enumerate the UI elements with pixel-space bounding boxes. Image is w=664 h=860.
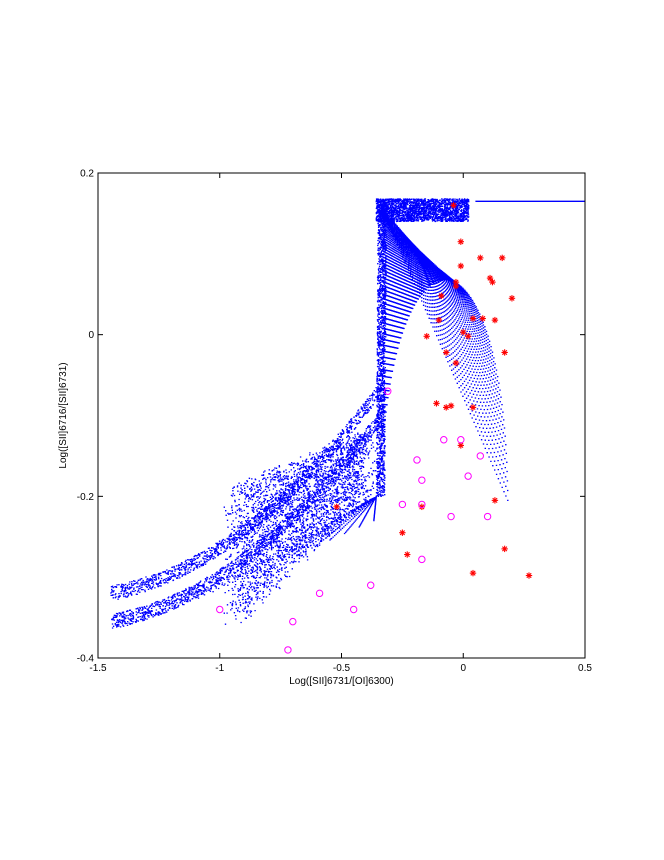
asterisk-marker (491, 316, 499, 324)
y-tick-label: 0 (88, 330, 94, 341)
asterisk-marker (433, 400, 440, 407)
asterisk-marker (491, 497, 499, 504)
y-tick-label: -0.4 (77, 654, 95, 665)
asterisk-marker (438, 292, 445, 300)
circle-marker (367, 581, 375, 589)
asterisk-marker (333, 503, 340, 511)
asterisk-marker (457, 238, 465, 245)
plot-frame (97, 172, 586, 659)
y-tick-label: 0.2 (80, 169, 94, 180)
x-axis-label: Log([SII]6731/[OI]6300) (289, 676, 394, 687)
x-tick-label: -0.5 (333, 663, 351, 674)
asterisk-marker (452, 359, 460, 367)
circle-marker (483, 512, 492, 521)
asterisk-marker (464, 333, 472, 340)
circle-marker (284, 646, 292, 654)
circle-marker (418, 500, 426, 509)
asterisk-marker (479, 315, 486, 322)
asterisk-marker (399, 529, 406, 536)
asterisk-marker (486, 274, 494, 282)
asterisk-marker (508, 295, 516, 302)
asterisk-marker (452, 282, 460, 290)
y-axis-label: Log([SII]6716/[SII]6731) (58, 362, 69, 468)
circle-marker (216, 605, 224, 614)
circle-marker (289, 617, 297, 626)
circle-marker (315, 589, 324, 598)
asterisk-marker (443, 349, 450, 356)
asterisk-marker (447, 402, 455, 409)
asterisk-marker (501, 545, 508, 553)
circle-marker (418, 555, 426, 564)
y-tick-label: -0.2 (77, 492, 95, 503)
circle-marker (476, 452, 484, 460)
circle-marker (447, 512, 455, 521)
circle-marker (349, 605, 358, 614)
asterisk-marker (450, 202, 457, 209)
x-tick-label: 0.5 (578, 663, 592, 674)
asterisk-marker (435, 316, 443, 324)
observation-markers (216, 202, 533, 654)
asterisk-marker (460, 329, 467, 336)
asterisk-marker (501, 349, 508, 356)
circle-marker (464, 472, 472, 480)
plot-axes (97, 172, 586, 659)
circle-marker (398, 500, 407, 509)
circle-marker (418, 476, 426, 484)
asterisk-marker (477, 254, 484, 262)
asterisk-marker (457, 262, 465, 270)
circle-marker (457, 436, 465, 444)
x-tick-label: 0 (460, 663, 466, 674)
circle-marker (440, 436, 448, 444)
asterisk-marker (489, 278, 496, 286)
asterisk-marker (499, 254, 506, 262)
asterisk-marker (469, 404, 477, 411)
asterisk-marker (469, 315, 477, 322)
asterisk-marker (404, 551, 411, 558)
circle-marker (413, 456, 421, 464)
circle-marker (384, 387, 392, 395)
model-grid-layer (110, 198, 585, 629)
x-tick-label: -1 (215, 663, 224, 674)
asterisk-marker (443, 404, 450, 411)
asterisk-marker (525, 572, 533, 579)
asterisk-marker (469, 569, 477, 577)
x-tick-label: -1.5 (89, 663, 107, 674)
asterisk-marker (423, 333, 430, 340)
tick-layer: -1.5 -1 -0.5 0 0.5 -0.4 -0.2 0 0.2 (77, 169, 593, 675)
